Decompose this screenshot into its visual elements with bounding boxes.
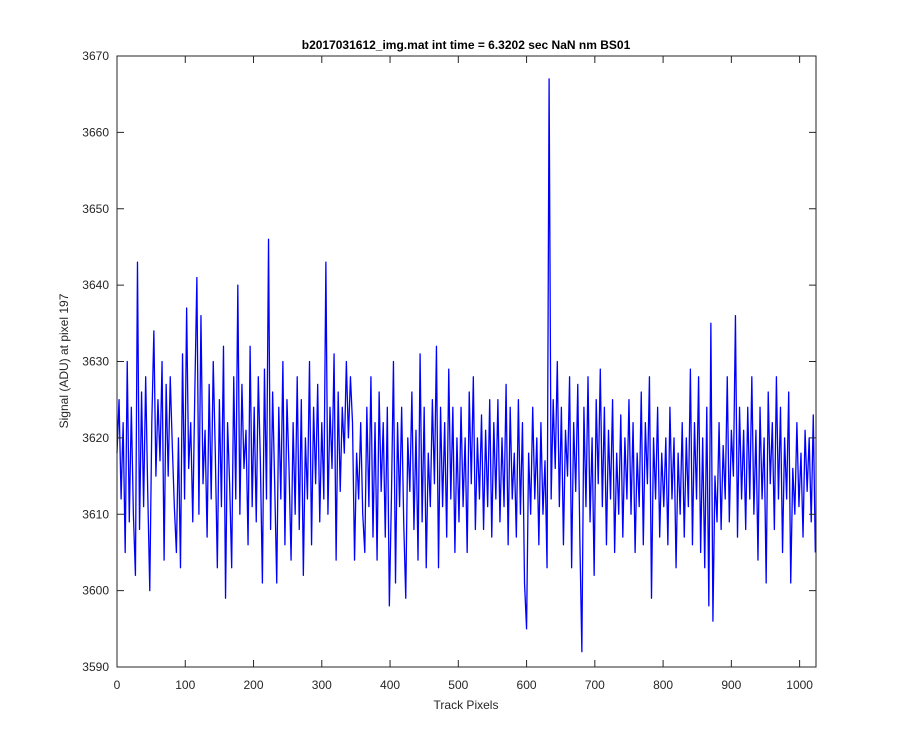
y-tick-label: 3600 [82,584,109,598]
x-tick-label: 700 [585,678,605,692]
y-tick-label: 3620 [82,431,109,445]
plot-area [117,56,816,667]
x-tick-label: 800 [653,678,673,692]
x-axis-label: Track Pixels [434,698,499,712]
y-tick-label: 3590 [82,660,109,674]
y-axis: 3590 3600 3610 3620 3630 3640 3650 3660 3670 [82,49,816,674]
x-tick-label: 900 [721,678,741,692]
x-tick-label: 200 [244,678,264,692]
x-tick-label: 600 [517,678,537,692]
y-axis-label: Signal (ADU) at pixel 197 [57,293,71,428]
series-layer [116,78,816,653]
y-tick-label: 3670 [82,49,109,63]
y-tick-label: 3650 [82,202,109,216]
x-tick-label: 300 [312,678,332,692]
series-line-0 [116,78,816,653]
y-tick-label: 3610 [82,507,109,521]
y-tick-label: 3640 [82,278,109,292]
x-axis: 0 100 200 300 400 500 600 700 800 900 1000 [114,56,813,692]
x-tick-label: 400 [380,678,400,692]
x-tick-label: 0 [114,678,121,692]
y-tick-label: 3630 [82,355,109,369]
x-tick-label: 1000 [786,678,813,692]
y-tick-label: 3660 [82,125,109,139]
x-tick-label: 100 [175,678,195,692]
chart-title: b2017031612_img.mat int time = 6.3202 se… [302,38,631,52]
x-tick-label: 500 [448,678,468,692]
